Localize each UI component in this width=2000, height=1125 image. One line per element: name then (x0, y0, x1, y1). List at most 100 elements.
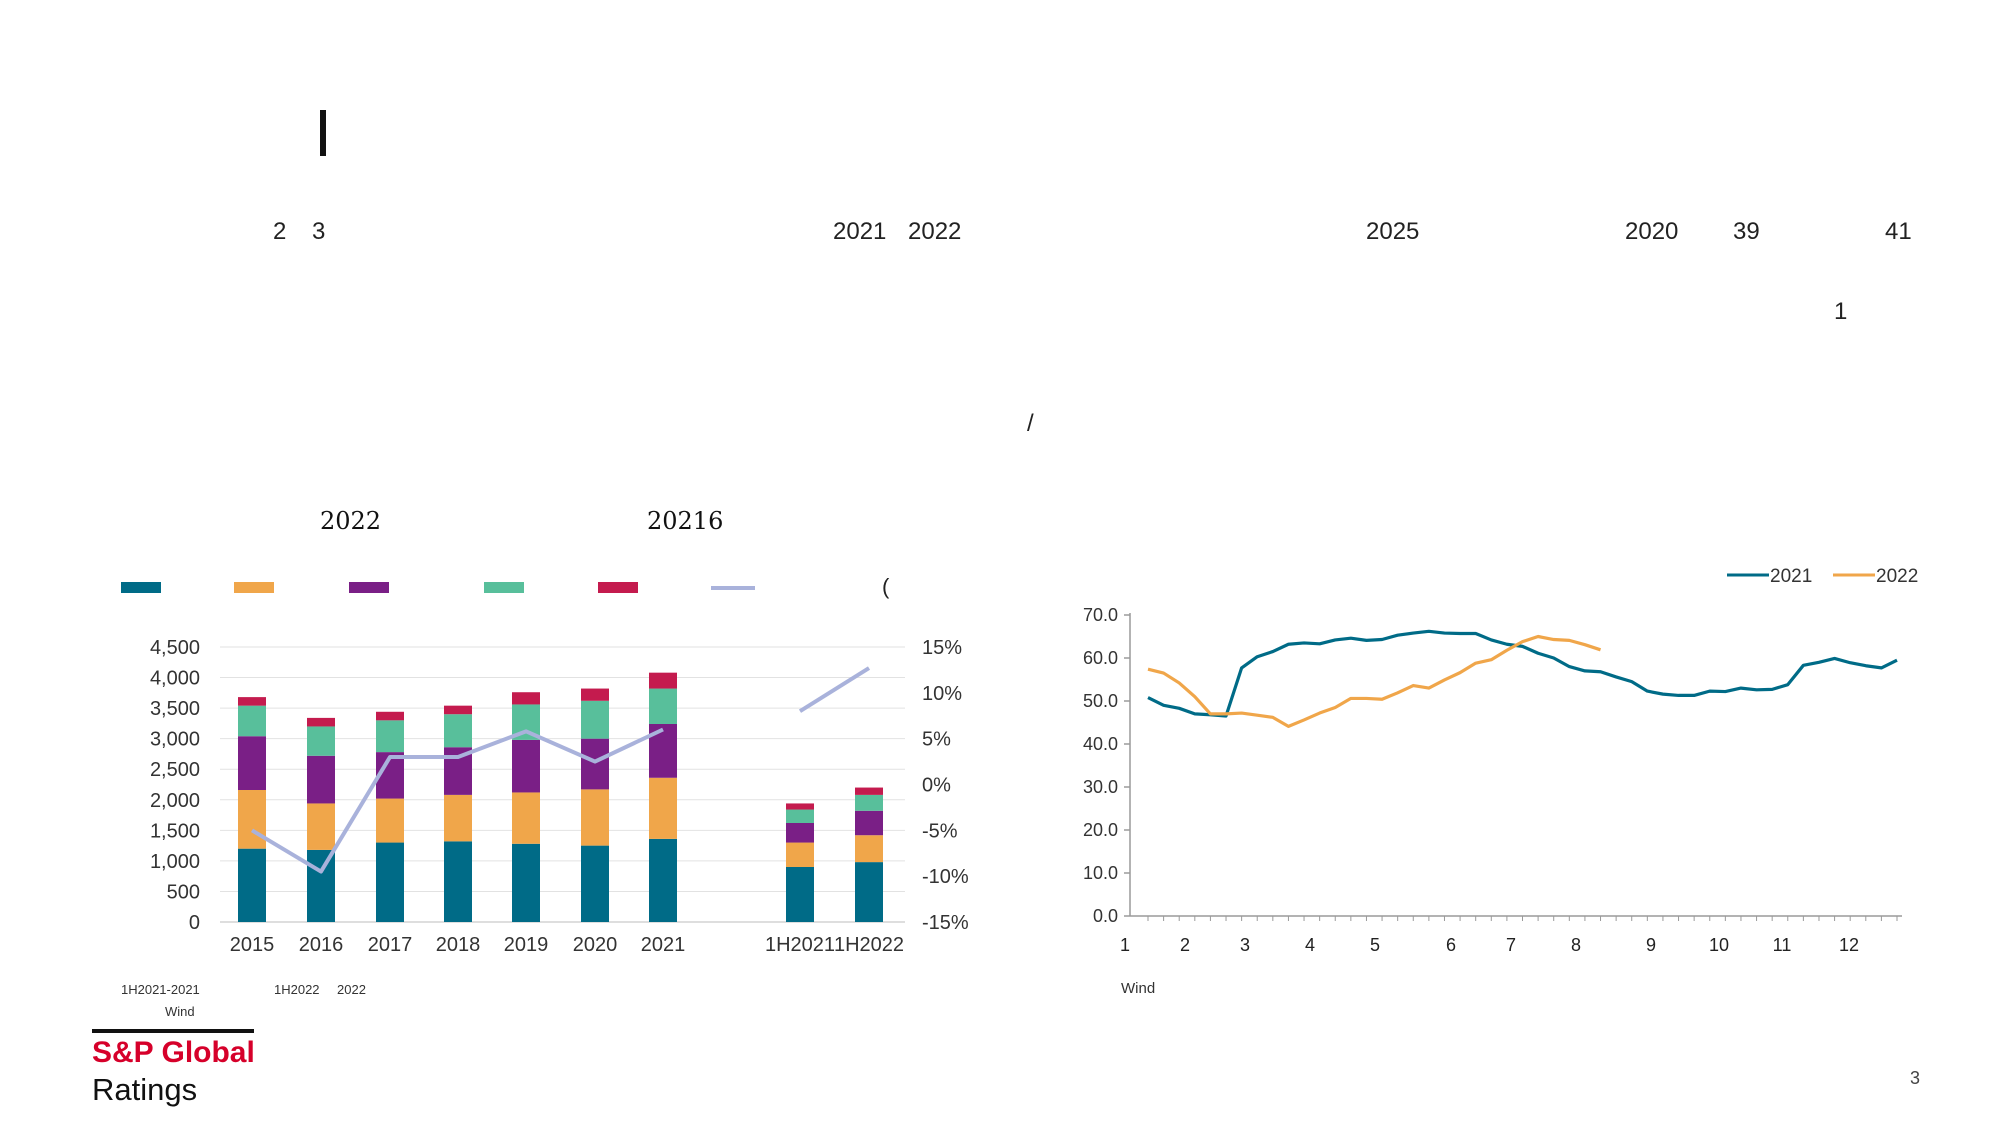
bar-segment (649, 688, 677, 724)
y-tick-label: 50.0 (1083, 691, 1118, 711)
bar-segment (786, 809, 814, 823)
header-fragment: 39 (1733, 218, 1760, 245)
bar-segment (238, 848, 266, 922)
x-tick-label: 8 (1571, 935, 1581, 955)
x-tick-label: 4 (1305, 935, 1315, 955)
x-tick-label: 11 (1773, 935, 1792, 955)
bar-segment (855, 787, 883, 795)
y-tick-label: 0 (189, 912, 200, 934)
series-line-2021 (1147, 629, 1898, 718)
y-tick-label: 0.0 (1093, 906, 1118, 926)
y-tick-label: 30.0 (1083, 777, 1118, 797)
y2-tick-label: 10% (922, 683, 962, 705)
header-fragment: 2025 (1366, 218, 1420, 245)
bar-segment (512, 843, 540, 922)
x-tick-label: 7 (1506, 935, 1516, 955)
bar-segment (512, 739, 540, 793)
bar-segment (444, 714, 472, 748)
bar-segment (581, 700, 609, 739)
bar-segment (855, 835, 883, 863)
y2-tick-label: 5% (922, 729, 951, 751)
y-tick-label: 70.0 (1083, 605, 1118, 625)
y-tick-label: 20.0 (1083, 820, 1118, 840)
bar-segment (307, 755, 335, 804)
left-chart-note: Wind (165, 1004, 195, 1019)
logo-rule (92, 1029, 254, 1033)
y2-tick-label: -10% (922, 866, 969, 888)
legend-swatch-purple (349, 582, 389, 593)
x-tick-label: 2017 (368, 934, 413, 956)
y-tick-label: 2,000 (150, 790, 200, 812)
bar-segment (649, 672, 677, 689)
x-tick-label: 2 (1180, 935, 1190, 955)
header-fragment: 3 (312, 218, 326, 245)
x-tick-label: 1H2021 (765, 934, 835, 956)
legend-fragment: ( (882, 574, 890, 599)
brand-logo-line1: S&P Global (92, 1036, 255, 1069)
growth-line-halfyear (798, 666, 871, 713)
y2-tick-label: 15% (922, 637, 962, 659)
bar-segment (376, 711, 404, 721)
bar-segment (855, 810, 883, 836)
bar-segment (512, 692, 540, 705)
left-chart-title-fragment: 20216 (647, 507, 724, 535)
header-fragment: 2022 (908, 218, 962, 245)
legend-swatch-teal (121, 582, 161, 593)
bar-segment (581, 845, 609, 922)
y-tick-label: 60.0 (1083, 648, 1118, 668)
left-chart-note: 1H2021-2021 (121, 982, 200, 997)
bar-segment (581, 688, 609, 701)
x-tick-label: 6 (1446, 935, 1456, 955)
x-tick-label: 10 (1709, 935, 1729, 955)
bar-segment (376, 842, 404, 922)
bar-segment (238, 736, 266, 790)
header-fragment: 2020 (1625, 218, 1679, 245)
header-fragment: 2 (273, 218, 287, 245)
x-tick-label: 9 (1646, 935, 1656, 955)
right-line-chart: 2021 2022 70.0 60.0 50.0 40.0 30.0 20.0 10.0 0.0… (1083, 566, 1918, 955)
bar-segment (855, 862, 883, 922)
y-tick-label: 2,500 (150, 759, 200, 781)
header-fragment: 41 (1885, 218, 1912, 245)
x-tick-label: 2015 (230, 934, 275, 956)
bar-segment (786, 867, 814, 922)
left-chart-title-fragment: 2022 (320, 507, 382, 535)
header-fragment: 2021 (833, 218, 887, 245)
left-chart-note: 2022 (337, 982, 366, 997)
brand-logo-line2: Ratings (92, 1072, 198, 1107)
bar-segment (855, 794, 883, 811)
legend-swatch-crimson (598, 582, 638, 593)
bar-segment (307, 726, 335, 756)
legend-swatch-green (484, 582, 524, 593)
legend-label-2022: 2022 (1876, 566, 1918, 587)
bar-segment (444, 841, 472, 922)
y-tick-label: 4,500 (150, 637, 200, 659)
y2-tick-label: 0% (922, 775, 951, 797)
left-stacked-bar-chart: 4,500 4,000 3,500 3,000 2,500 2,000 1,500 1,000… (150, 637, 969, 956)
bar-segment (376, 798, 404, 843)
x-tick-label: 1H2022 (834, 934, 904, 956)
x-tick-label: 1 (1120, 935, 1130, 955)
x-tick-label: 2021 (641, 934, 686, 956)
x-tick-label: 3 (1240, 935, 1250, 955)
y-tick-label: 1,000 (150, 851, 200, 873)
y-tick-label: 1,500 (150, 820, 200, 842)
bar-segment (444, 794, 472, 842)
y2-tick-label: -15% (922, 912, 969, 934)
title-accent-bar (320, 110, 326, 156)
bar-segment (376, 720, 404, 753)
x-tick-label: 2016 (299, 934, 344, 956)
x-tick-label: 12 (1839, 935, 1859, 955)
series-line-2022 (1147, 634, 1602, 728)
bar-segment (238, 790, 266, 849)
bar-segment (307, 803, 335, 850)
bar-segment (581, 738, 609, 790)
bar-segment (786, 823, 814, 843)
growth-line-annual (250, 727, 664, 874)
legend-label-2021: 2021 (1770, 566, 1812, 587)
y-tick-label: 10.0 (1083, 863, 1118, 883)
bar-segment (581, 789, 609, 846)
page-number: 3 (1910, 1068, 1921, 1088)
bar-segment (444, 705, 472, 715)
header-fragment: 1 (1834, 298, 1848, 325)
